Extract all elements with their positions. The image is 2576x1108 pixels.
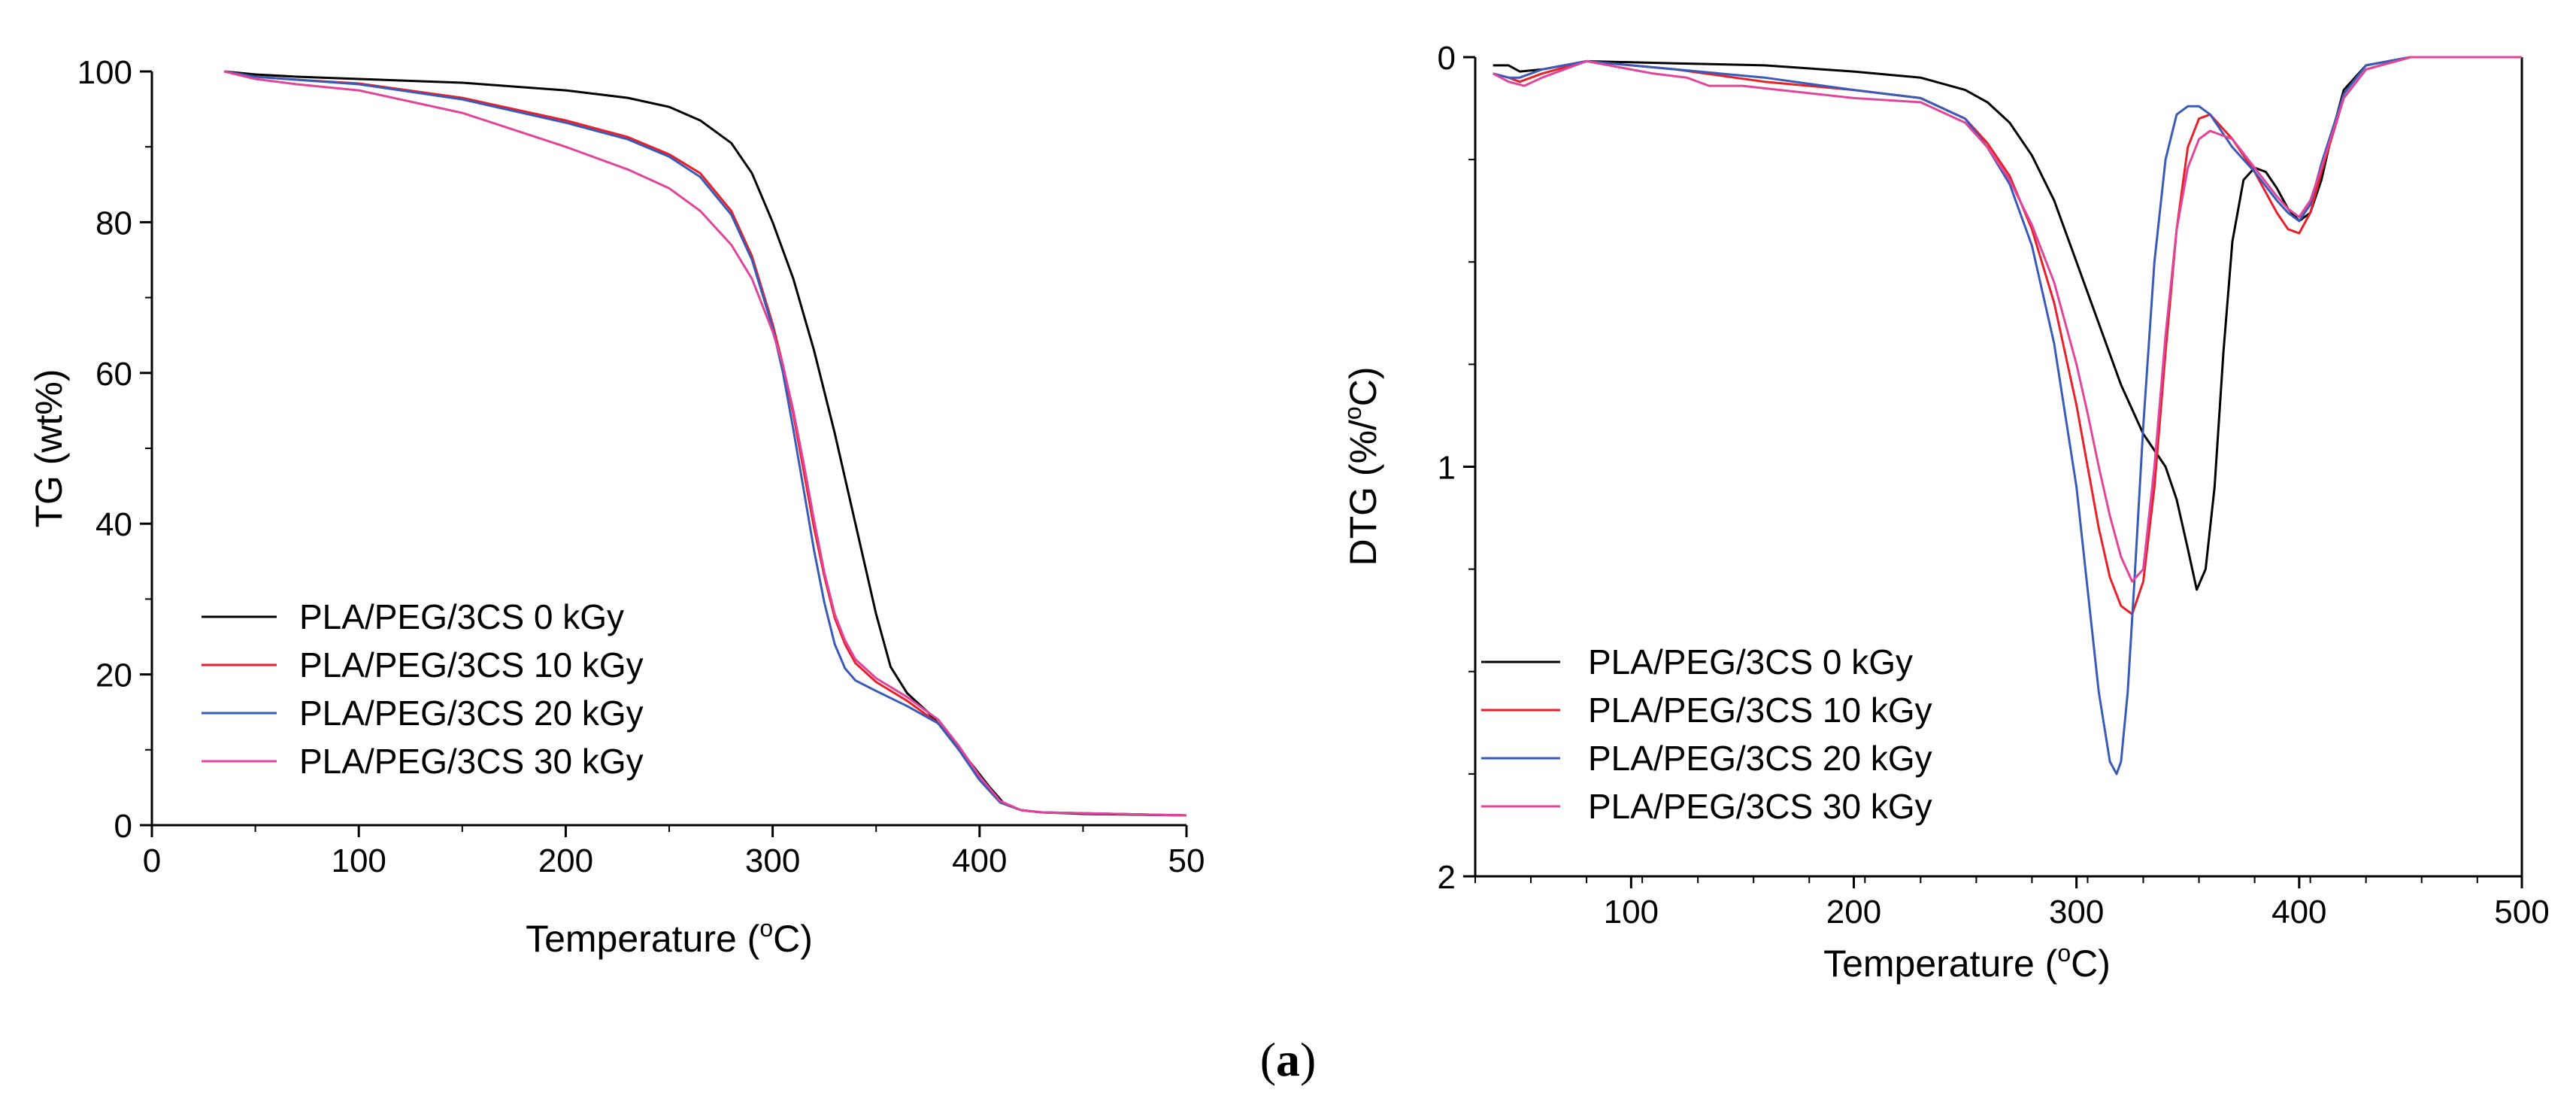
tg-x-tick-label: 50 (1168, 842, 1205, 879)
tg-y-tick-label: 60 (95, 356, 132, 393)
tg-legend-label-3: PLA/PEG/3CS 30 kGy (299, 742, 644, 781)
dtg-series-group (1493, 56, 2522, 776)
dtg-legend-label-1: PLA/PEG/3CS 10 kGy (1588, 691, 1932, 730)
tg-series-line-3 (223, 70, 1186, 817)
tg-y-tick-label: 20 (95, 657, 132, 694)
dtg-y-tick-label: 0 (1438, 40, 1456, 77)
tg-y-tick-label: 80 (95, 205, 132, 241)
dtg-axes: 100 200 300 400 500 0 1 2 Temperature (oC) DTG (%… (1339, 40, 2550, 985)
tg-legend: PLA/PEG/3CS 0 kGy PLA/PEG/3CS 10 kGy PLA/P… (202, 597, 644, 781)
dtg-series-line-3 (1493, 56, 2522, 583)
dtg-series-line-1 (1493, 56, 2522, 615)
dtg-series-line-0 (1493, 56, 2522, 591)
tg-x-tick-label: 0 (143, 842, 161, 879)
dtg-legend-label-0: PLA/PEG/3CS 0 kGy (1588, 642, 1913, 681)
dtg-x-tick-label: 500 (2494, 894, 2549, 930)
tg-x-tick-label: 400 (952, 842, 1007, 879)
caption-letter: a (1276, 1033, 1300, 1086)
tg-y-tick-label: 40 (95, 506, 132, 543)
dtg-x-axis-title: Temperature (oC) (1823, 940, 2111, 985)
dtg-legend-label-3: PLA/PEG/3CS 30 kGy (1588, 787, 1932, 826)
tg-y-tick-label: 100 (77, 54, 132, 91)
dtg-x-tick-label: 300 (2049, 894, 2104, 930)
dtg-legend-label-2: PLA/PEG/3CS 20 kGy (1588, 739, 1932, 778)
tg-legend-label-1: PLA/PEG/3CS 10 kGy (299, 645, 644, 685)
tg-x-tick-label: 100 (331, 842, 386, 879)
dtg-x-tick-label: 200 (1826, 894, 1881, 930)
dtg-y-tick-label: 1 (1438, 450, 1456, 487)
dtg-chart: 100 200 300 400 500 0 1 2 Temperature (oC) DTG (%… (1339, 40, 2550, 985)
tg-y-axis-title: TG (wt%) (28, 369, 70, 527)
tg-series-line-2 (224, 70, 1186, 817)
dtg-legend: PLA/PEG/3CS 0 kGy PLA/PEG/3CS 10 kGy PLA/P… (1481, 642, 1932, 826)
tg-legend-label-0: PLA/PEG/3CS 0 kGy (299, 597, 624, 636)
figure-caption: (a) (1260, 1033, 1317, 1086)
tg-legend-label-2: PLA/PEG/3CS 20 kGy (299, 694, 644, 733)
tg-series-group (223, 70, 1186, 817)
dtg-x-tick-label: 100 (1604, 894, 1659, 930)
tg-x-axis-title: Temperature (oC) (526, 915, 813, 960)
tg-x-tick-label: 300 (745, 842, 800, 879)
tg-y-tick-label: 0 (114, 808, 132, 845)
dtg-y-tick-label: 2 (1438, 859, 1456, 896)
tg-x-tick-label: 200 (538, 842, 593, 879)
dtg-y-axis-title: DTG (%/oC) (1339, 367, 1384, 566)
dtg-x-tick-label: 400 (2271, 894, 2326, 930)
dtg-series-line-2 (1493, 56, 2522, 776)
